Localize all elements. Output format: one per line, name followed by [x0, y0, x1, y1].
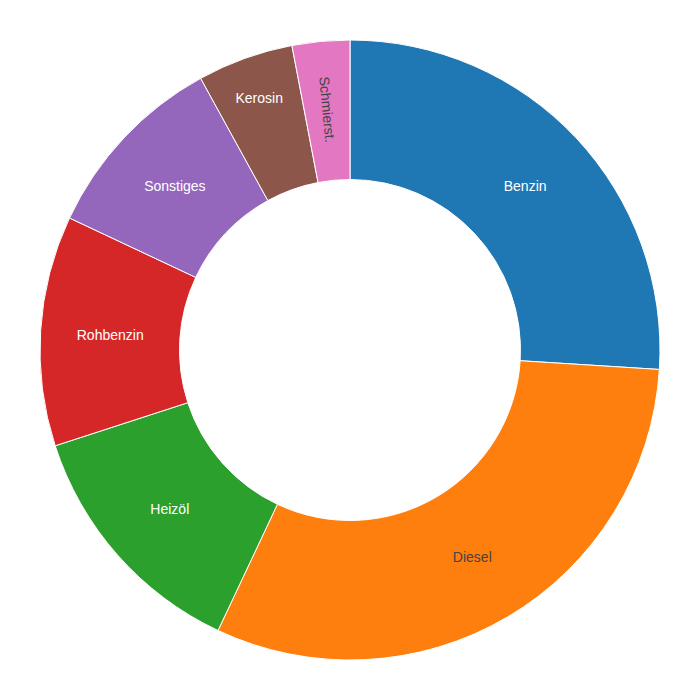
svg-text:Heizöl: Heizöl [150, 501, 189, 517]
svg-text:Diesel: Diesel [453, 549, 492, 565]
svg-text:Schmierst.: Schmierst. [316, 76, 338, 143]
svg-text:Kerosin: Kerosin [235, 90, 282, 106]
svg-text:Rohbenzin: Rohbenzin [77, 327, 144, 343]
svg-text:Sonstiges: Sonstiges [144, 178, 205, 194]
svg-text:Benzin: Benzin [504, 178, 547, 194]
